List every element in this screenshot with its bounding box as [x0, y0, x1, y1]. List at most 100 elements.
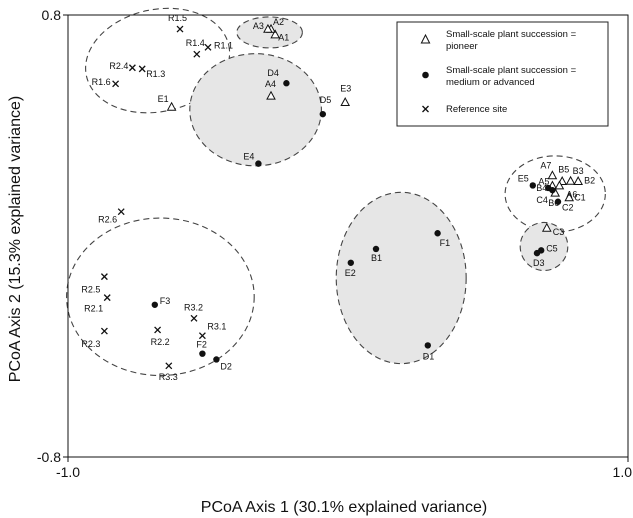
point-label-d2: D2	[220, 361, 232, 371]
x-tick-label: -1.0	[56, 464, 80, 480]
x-axis-title: PCoA Axis 1 (30.1% explained variance)	[201, 499, 487, 516]
legend-triangle-marker	[420, 33, 431, 44]
point-f2	[199, 350, 206, 357]
legend-label-reference: Reference site	[446, 104, 507, 115]
point-r1-5	[176, 25, 184, 33]
point-label-r1-4: R1.4	[186, 38, 205, 48]
point-a3	[263, 23, 273, 33]
point-r2-6	[117, 208, 125, 216]
point-b2	[573, 176, 583, 186]
point-label-r2-4: R2.4	[109, 61, 128, 71]
point-c2	[554, 198, 562, 205]
point-label-d5: D5	[320, 95, 332, 105]
cluster-ellipse-group-A-B-C	[504, 155, 606, 233]
point-label-r2-6: R2.6	[98, 215, 117, 225]
cluster-ellipse-reference-lower	[66, 217, 255, 377]
point-e3	[340, 97, 351, 106]
point-r1-6	[112, 80, 120, 88]
point-d3	[533, 249, 541, 257]
point-label-c4: C4	[536, 195, 548, 205]
x-tick-label: 1.0	[613, 464, 633, 480]
point-r2-5	[100, 273, 108, 281]
point-d2	[213, 356, 220, 363]
point-label-c1: C1	[574, 193, 586, 203]
point-d4	[283, 80, 290, 87]
point-label-a3: A3	[253, 21, 264, 31]
point-label-a1: A1	[278, 33, 289, 43]
point-label-d1: D1	[423, 351, 435, 361]
legend-item-pioneer: Small-scale plant succession = pioneer	[420, 29, 577, 52]
point-label-r1-5: R1.5	[168, 13, 187, 23]
point-label-e1: E1	[158, 94, 169, 104]
point-label-e3: E3	[340, 83, 351, 93]
point-label-r1-6: R1.6	[92, 77, 111, 87]
point-label-a4: A4	[265, 79, 276, 89]
point-r3-2	[190, 314, 198, 322]
point-r3-3	[165, 362, 173, 370]
point-label-b6: B6	[548, 198, 559, 208]
point-label-c2: C2	[562, 203, 574, 213]
point-label-f1: F1	[440, 238, 451, 248]
point-b3	[565, 175, 576, 185]
point-label-c5: C5	[546, 243, 558, 253]
point-r3-1	[198, 332, 206, 340]
legend-item-medium-advanced: Small-scale plant succession = medium or…	[422, 65, 577, 88]
point-label-e4: E4	[243, 152, 254, 162]
point-label-a6: A6	[566, 190, 577, 200]
point-r2-3	[100, 327, 108, 335]
point-a1	[270, 29, 281, 39]
point-a4	[266, 90, 276, 100]
point-label-d4: D4	[267, 68, 279, 78]
point-label-b2: B2	[584, 175, 595, 185]
legend-label-pioneer-line1: Small-scale plant succession =	[446, 29, 577, 40]
point-c3	[541, 222, 552, 232]
point-label-e2: E2	[345, 268, 356, 278]
point-e1	[166, 101, 177, 111]
point-label-b3: B3	[573, 166, 584, 176]
point-label-a7: A7	[540, 161, 551, 171]
point-r2-4	[128, 64, 136, 72]
legend-label-medium-line2: medium or advanced	[446, 77, 535, 88]
legend-label-medium-line1: Small-scale plant succession =	[446, 65, 577, 76]
legend-label-pioneer-line2: pioneer	[446, 41, 478, 52]
cluster-ellipse-group-B-F-D1	[335, 191, 467, 365]
legend-circle-marker	[422, 71, 429, 79]
point-label-f2: F2	[196, 340, 207, 350]
plot-frame	[67, 14, 629, 458]
point-f1	[434, 230, 441, 237]
cluster-ellipse-group-C5-D3	[519, 221, 569, 272]
point-label-a2: A2	[273, 17, 284, 27]
point-e4	[255, 160, 262, 167]
point-a6	[554, 180, 565, 190]
legend: Small-scale plant succession = pioneer S…	[396, 21, 609, 127]
point-a7	[547, 170, 558, 180]
point-r1-3	[138, 65, 146, 73]
point-label-r3-2: R3.2	[184, 302, 203, 312]
legend-item-reference: Reference site	[422, 104, 507, 115]
point-label-d3: D3	[533, 258, 545, 268]
data-points	[100, 23, 583, 370]
legend-x-marker	[422, 105, 429, 113]
point-f3	[151, 301, 158, 308]
y-axis-title: PCoA Axis 2 (15.3% explained variance)	[7, 96, 24, 382]
point-d5	[319, 110, 326, 118]
point-label-r3-1: R3.1	[207, 322, 226, 332]
point-label-r3-3: R3.3	[159, 372, 178, 382]
point-e2	[347, 259, 354, 266]
point-r1-1	[204, 43, 212, 51]
y-tick-label: -0.8	[37, 449, 61, 465]
point-label-r1-1: R1.1	[214, 40, 233, 50]
point-label-r2-3: R2.3	[81, 339, 100, 349]
legend-box	[396, 21, 609, 127]
point-label-r2-5: R2.5	[81, 285, 100, 295]
point-label-a5: A5	[538, 177, 549, 187]
point-label-b1: B1	[371, 253, 382, 263]
point-label-r1-3: R1.3	[146, 69, 165, 79]
y-tick-label: 0.8	[42, 7, 62, 23]
point-label-r2-2: R2.2	[151, 337, 170, 347]
point-label-r2-1: R2.1	[84, 304, 103, 314]
point-b1	[372, 245, 380, 253]
cluster-ellipse-reference-upper	[85, 7, 231, 114]
point-c1	[564, 192, 575, 202]
